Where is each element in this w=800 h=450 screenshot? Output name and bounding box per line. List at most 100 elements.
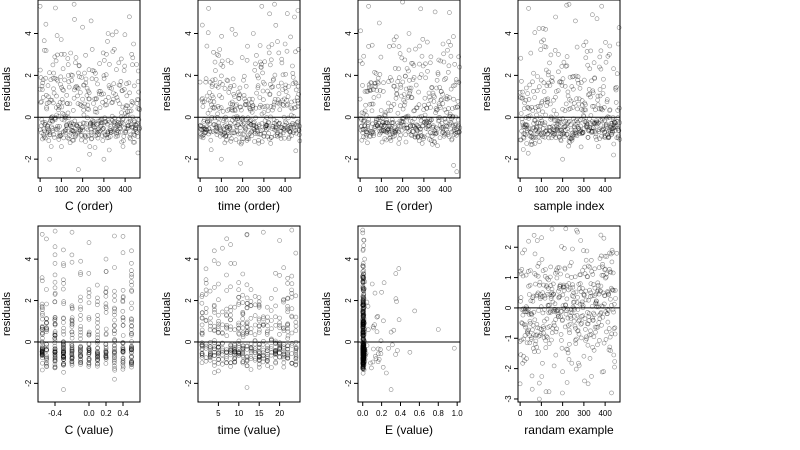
data-point bbox=[432, 94, 437, 100]
data-point bbox=[519, 267, 525, 272]
data-point bbox=[380, 128, 386, 133]
data-point bbox=[282, 85, 288, 91]
data-point bbox=[361, 345, 366, 351]
data-point bbox=[129, 287, 134, 293]
data-point bbox=[69, 252, 75, 258]
data-point bbox=[455, 117, 461, 123]
data-point bbox=[78, 90, 83, 95]
data-point bbox=[375, 351, 381, 357]
data-point bbox=[572, 313, 577, 319]
data-point bbox=[52, 252, 58, 258]
data-point bbox=[612, 325, 618, 331]
data-point bbox=[103, 349, 109, 355]
data-point bbox=[290, 63, 295, 69]
data-point bbox=[608, 121, 614, 126]
data-point bbox=[571, 100, 577, 106]
data-point bbox=[361, 354, 366, 359]
data-point bbox=[362, 326, 367, 332]
data-point bbox=[454, 130, 460, 135]
data-point bbox=[538, 331, 544, 336]
data-point bbox=[527, 268, 533, 273]
data-point bbox=[267, 136, 272, 142]
data-point bbox=[259, 139, 265, 145]
data-point bbox=[449, 136, 455, 142]
data-point bbox=[360, 335, 366, 341]
data-point bbox=[61, 355, 66, 361]
data-point bbox=[538, 77, 544, 83]
data-point bbox=[76, 167, 81, 172]
data-point bbox=[396, 66, 401, 72]
data-point bbox=[533, 281, 538, 287]
data-point bbox=[215, 104, 221, 109]
data-point bbox=[417, 43, 422, 49]
data-point bbox=[570, 74, 575, 80]
data-point bbox=[203, 310, 209, 315]
data-point bbox=[440, 130, 445, 135]
data-point bbox=[360, 355, 366, 360]
data-point bbox=[530, 135, 536, 141]
data-point bbox=[251, 127, 257, 132]
data-point bbox=[203, 317, 209, 323]
data-point bbox=[577, 86, 583, 91]
x-tick-label: 0 bbox=[518, 185, 523, 194]
data-point bbox=[55, 103, 61, 108]
data-point bbox=[253, 124, 259, 130]
data-point bbox=[544, 316, 550, 322]
x-tick-label: 20 bbox=[275, 409, 284, 418]
data-point bbox=[86, 352, 92, 357]
data-point bbox=[456, 129, 462, 134]
data-point bbox=[535, 129, 541, 135]
data-point bbox=[65, 125, 70, 130]
data-point bbox=[520, 89, 525, 95]
data-point bbox=[248, 315, 254, 321]
data-point bbox=[360, 364, 366, 369]
data-point bbox=[267, 82, 273, 87]
data-point bbox=[574, 300, 580, 305]
data-point bbox=[112, 233, 117, 239]
data-point bbox=[65, 135, 71, 141]
data-point bbox=[361, 268, 367, 274]
data-point bbox=[421, 136, 426, 141]
data-point bbox=[598, 289, 603, 294]
data-point bbox=[565, 126, 570, 132]
data-point bbox=[38, 123, 44, 129]
data-point bbox=[585, 342, 591, 348]
data-point bbox=[592, 285, 598, 291]
x-tick-label: 0 bbox=[38, 185, 43, 194]
data-point bbox=[265, 119, 271, 125]
y-tick-label: 4 bbox=[24, 256, 33, 261]
data-point bbox=[53, 58, 59, 64]
data-point bbox=[530, 327, 535, 333]
data-point bbox=[240, 350, 246, 355]
data-point bbox=[451, 128, 457, 134]
data-point bbox=[76, 63, 82, 69]
data-point bbox=[131, 132, 136, 137]
data-point bbox=[129, 323, 134, 329]
data-point bbox=[402, 73, 408, 79]
data-point bbox=[361, 352, 367, 357]
data-point bbox=[609, 131, 615, 137]
data-point bbox=[69, 352, 75, 357]
data-point bbox=[531, 121, 537, 126]
data-point bbox=[367, 87, 373, 92]
data-point bbox=[254, 125, 260, 130]
data-point bbox=[125, 103, 130, 109]
data-point bbox=[236, 349, 241, 355]
data-point bbox=[44, 100, 50, 106]
data-point bbox=[607, 250, 612, 256]
data-point bbox=[69, 319, 75, 325]
data-point bbox=[530, 79, 535, 85]
data-point bbox=[203, 358, 209, 364]
data-point bbox=[84, 93, 90, 98]
data-point bbox=[112, 366, 117, 371]
data-point bbox=[360, 306, 366, 312]
data-point bbox=[236, 330, 241, 336]
data-point bbox=[539, 257, 545, 262]
data-point bbox=[431, 123, 436, 128]
data-point bbox=[517, 381, 523, 387]
data-point bbox=[98, 128, 103, 134]
data-point bbox=[208, 147, 214, 152]
data-point bbox=[360, 118, 366, 124]
data-point bbox=[522, 306, 528, 312]
data-point bbox=[95, 350, 100, 356]
